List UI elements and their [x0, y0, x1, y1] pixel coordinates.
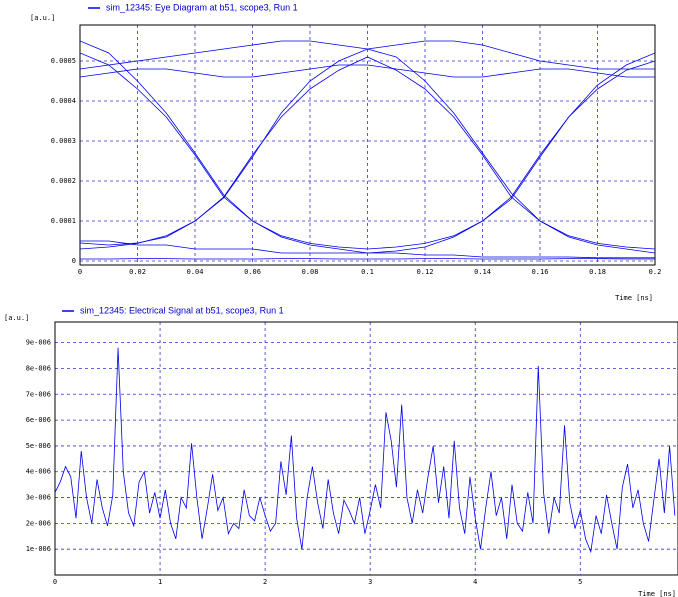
x-tick-label: 2 — [263, 578, 267, 586]
legend-label: sim_12345: Eye Diagram at b51, scope3, R… — [106, 2, 298, 12]
x-tick-label: 0.14 — [474, 268, 491, 276]
x-axis-label: Time [ns] — [615, 294, 653, 302]
x-tick-label: 0.02 — [129, 268, 146, 276]
y-tick-label: 0.0003 — [51, 137, 76, 145]
y-tick-label: 9e-006 — [26, 339, 51, 347]
y-tick-label: 0.0002 — [51, 177, 76, 185]
x-axis-label: Time [ns] — [638, 590, 676, 597]
y-tick-label: 7e-006 — [26, 390, 51, 398]
y-tick-label: 4e-006 — [26, 468, 51, 476]
x-tick-label: 0 — [78, 268, 82, 276]
x-tick-label: 1 — [158, 578, 162, 586]
signal-trace — [80, 40, 655, 246]
x-tick-label: 0.04 — [187, 268, 204, 276]
signal-trace — [80, 64, 655, 78]
y-tick-label: 0.0004 — [51, 97, 76, 105]
x-tick-label: 0.18 — [589, 268, 606, 276]
y-tick-label: 0.0001 — [51, 217, 76, 225]
y-tick-label: 0 — [72, 257, 76, 265]
signal-trace — [80, 40, 655, 259]
y-tick-label: 2e-006 — [26, 519, 51, 527]
x-tick-label: 4 — [473, 578, 477, 586]
x-tick-label: 3 — [368, 578, 372, 586]
x-tick-label: 0.12 — [417, 268, 434, 276]
y-tick-label: 3e-006 — [26, 494, 51, 502]
y-tick-label: 0.0005 — [51, 57, 76, 65]
x-tick-label: 0.06 — [244, 268, 261, 276]
y-tick-label: 5e-006 — [26, 442, 51, 450]
plot-frame — [54, 321, 678, 576]
y-tick-label: 8e-006 — [26, 364, 51, 372]
x-tick-label: 0 — [53, 578, 57, 586]
x-tick-label: 5 — [578, 578, 582, 586]
y-tick-label: 1e-006 — [26, 545, 51, 553]
legend-label: sim_12345: Electrical Signal at b51, sco… — [80, 305, 284, 315]
x-tick-label: 0.1 — [361, 268, 374, 276]
signal-trace — [80, 56, 655, 250]
plot-frame — [79, 24, 656, 266]
signal-trace — [55, 347, 676, 554]
x-tick-label: 0.16 — [532, 268, 549, 276]
x-tick-label: 0.08 — [302, 268, 319, 276]
y-unit-label: [a.u.] — [4, 314, 29, 322]
y-unit-label: [a.u.] — [30, 14, 55, 22]
y-tick-label: 6e-006 — [26, 416, 51, 424]
x-tick-label: 0.2 — [649, 268, 662, 276]
